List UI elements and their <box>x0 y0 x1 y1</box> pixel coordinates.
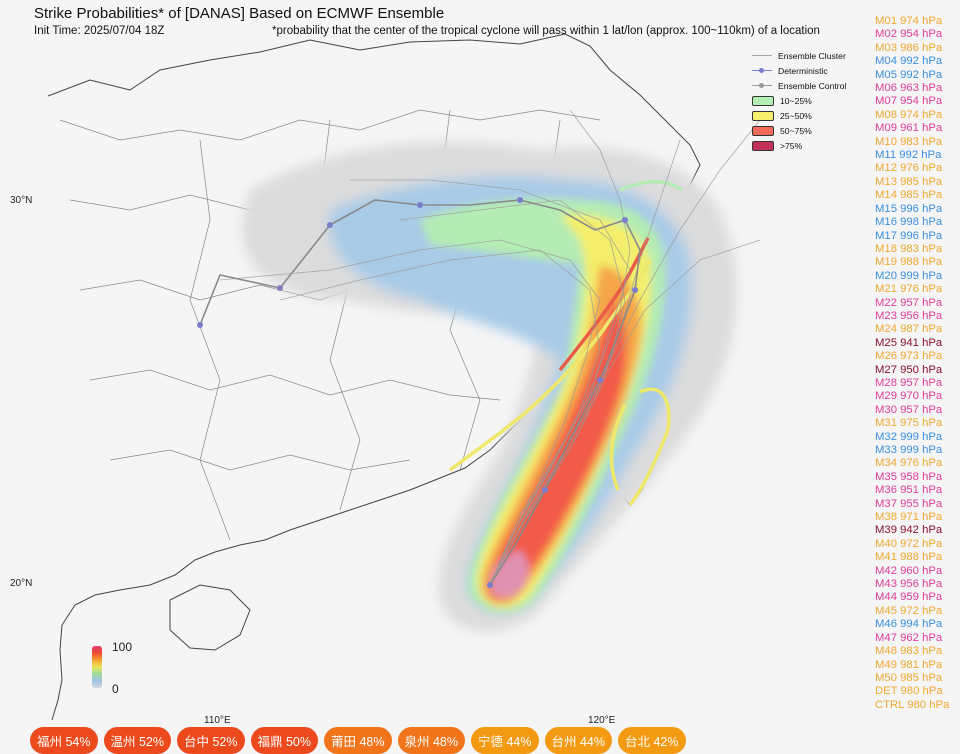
city-probability-badge: 温州 52% <box>104 727 172 754</box>
init-time: Init Time: 2025/07/04 18Z <box>34 25 164 37</box>
member-pressure: M43 956 hPa <box>875 578 949 591</box>
member-pressure: M46 994 hPa <box>875 618 949 631</box>
legend-bin-label: 50~75% <box>780 126 812 136</box>
member-pressure: M50 985 hPa <box>875 672 949 685</box>
legend-swatch <box>752 141 774 151</box>
member-pressure: M03 986 hPa <box>875 42 949 55</box>
member-pressure: M06 963 hPa <box>875 82 949 95</box>
member-pressure: M39 942 hPa <box>875 524 949 537</box>
member-pressure: M14 985 hPa <box>875 189 949 202</box>
member-pressure: M24 987 hPa <box>875 323 949 336</box>
member-pressure: M25 941 hPa <box>875 337 949 350</box>
city-probability-badge: 福州 54% <box>30 727 98 754</box>
member-pressure: M38 971 hPa <box>875 511 949 524</box>
lon-label-120: 120°E <box>588 715 615 726</box>
member-pressure: M04 992 hPa <box>875 55 949 68</box>
legend-bin: 25~50% <box>752 108 846 123</box>
member-pressure: M26 973 hPa <box>875 350 949 363</box>
member-pressure: M47 962 hPa <box>875 632 949 645</box>
member-pressure: M35 958 hPa <box>875 471 949 484</box>
lat-label-20: 20°N <box>10 578 32 589</box>
member-pressure: M48 983 hPa <box>875 645 949 658</box>
legend-swatch <box>752 96 774 106</box>
city-probability-badge: 宁德 44% <box>471 727 539 754</box>
member-pressure: M21 976 hPa <box>875 283 949 296</box>
member-pressure: M09 961 hPa <box>875 122 949 135</box>
city-probability-badge: 莆田 48% <box>324 727 392 754</box>
member-pressure: M33 999 hPa <box>875 444 949 457</box>
member-pressure: M20 999 hPa <box>875 270 949 283</box>
member-pressure: M37 955 hPa <box>875 498 949 511</box>
member-pressure: M17 996 hPa <box>875 230 949 243</box>
member-pressure: M44 959 hPa <box>875 591 949 604</box>
legend-bin-label: 10~25% <box>780 96 812 106</box>
member-pressure: M11 992 hPa <box>875 149 949 162</box>
map-legend: Ensemble Cluster Deterministic Ensemble … <box>752 48 846 153</box>
legend-label: Ensemble Control <box>778 81 846 91</box>
probability-field <box>242 142 737 631</box>
member-pressure: M27 950 hPa <box>875 364 949 377</box>
city-probability-bar: 福州 54% 温州 52% 台中 52% 福鼎 50% 莆田 48% 泉州 48% 宁德 4… <box>30 727 686 754</box>
legend-bin-label: >75% <box>780 141 802 151</box>
lon-label-110: 110°E <box>204 715 231 726</box>
lat-label-30: 30°N <box>10 195 32 206</box>
legend-ensemble-cluster: Ensemble Cluster <box>752 48 846 63</box>
member-pressure: M49 981 hPa <box>875 659 949 672</box>
member-pressure: M19 988 hPa <box>875 256 949 269</box>
colorbar <box>92 646 102 688</box>
legend-bin: 50~75% <box>752 123 846 138</box>
city-probability-badge: 台北 42% <box>618 727 686 754</box>
member-pressure: M16 998 hPa <box>875 216 949 229</box>
legend-line-icon <box>752 85 772 86</box>
member-pressure: M34 976 hPa <box>875 457 949 470</box>
legend-bin-label: 25~50% <box>780 111 812 121</box>
member-pressure: M15 996 hPa <box>875 203 949 216</box>
member-pressure: M10 983 hPa <box>875 136 949 149</box>
legend-label: Deterministic <box>778 66 828 76</box>
legend-line-icon <box>752 55 772 56</box>
footnote: *probability that the center of the trop… <box>272 25 820 37</box>
member-pressure: M42 960 hPa <box>875 565 949 578</box>
chart-title: Strike Probabilities* of [DANAS] Based o… <box>34 5 444 22</box>
legend-line-icon <box>752 70 772 71</box>
member-pressure: M08 974 hPa <box>875 109 949 122</box>
member-pressure: DET 980 hPa <box>875 685 949 698</box>
member-pressure: M13 985 hPa <box>875 176 949 189</box>
legend-ensemble-control: Ensemble Control <box>752 78 846 93</box>
legend-bin: 10~25% <box>752 93 846 108</box>
colorbar-min: 0 <box>112 682 119 696</box>
member-pressure: M32 999 hPa <box>875 431 949 444</box>
member-pressure: M23 956 hPa <box>875 310 949 323</box>
member-pressure: M31 975 hPa <box>875 417 949 430</box>
member-pressure: M41 988 hPa <box>875 551 949 564</box>
member-pressure: M12 976 hPa <box>875 162 949 175</box>
legend-label: Ensemble Cluster <box>778 51 846 61</box>
legend-deterministic: Deterministic <box>752 63 846 78</box>
colorbar-max: 100 <box>112 640 132 654</box>
city-probability-badge: 福鼎 50% <box>251 727 319 754</box>
legend-bin: >75% <box>752 138 846 153</box>
member-pressure: M07 954 hPa <box>875 95 949 108</box>
city-probability-badge: 台州 44% <box>545 727 613 754</box>
member-pressure: M01 974 hPa <box>875 15 949 28</box>
member-pressure: M30 957 hPa <box>875 404 949 417</box>
legend-swatch <box>752 126 774 136</box>
member-pressure-list: M01 974 hPa M02 954 hPa M03 986 hPa M04 992… <box>875 15 949 712</box>
member-pressure: M22 957 hPa <box>875 297 949 310</box>
member-pressure: M29 970 hPa <box>875 390 949 403</box>
member-pressure: M45 972 hPa <box>875 605 949 618</box>
member-pressure: M02 954 hPa <box>875 28 949 41</box>
member-pressure: M36 951 hPa <box>875 484 949 497</box>
member-pressure: M18 983 hPa <box>875 243 949 256</box>
member-pressure: M40 972 hPa <box>875 538 949 551</box>
member-pressure: M05 992 hPa <box>875 69 949 82</box>
city-probability-badge: 泉州 48% <box>398 727 466 754</box>
member-pressure: CTRL 980 hPa <box>875 699 949 712</box>
legend-swatch <box>752 111 774 121</box>
city-probability-badge: 台中 52% <box>177 727 245 754</box>
member-pressure: M28 957 hPa <box>875 377 949 390</box>
